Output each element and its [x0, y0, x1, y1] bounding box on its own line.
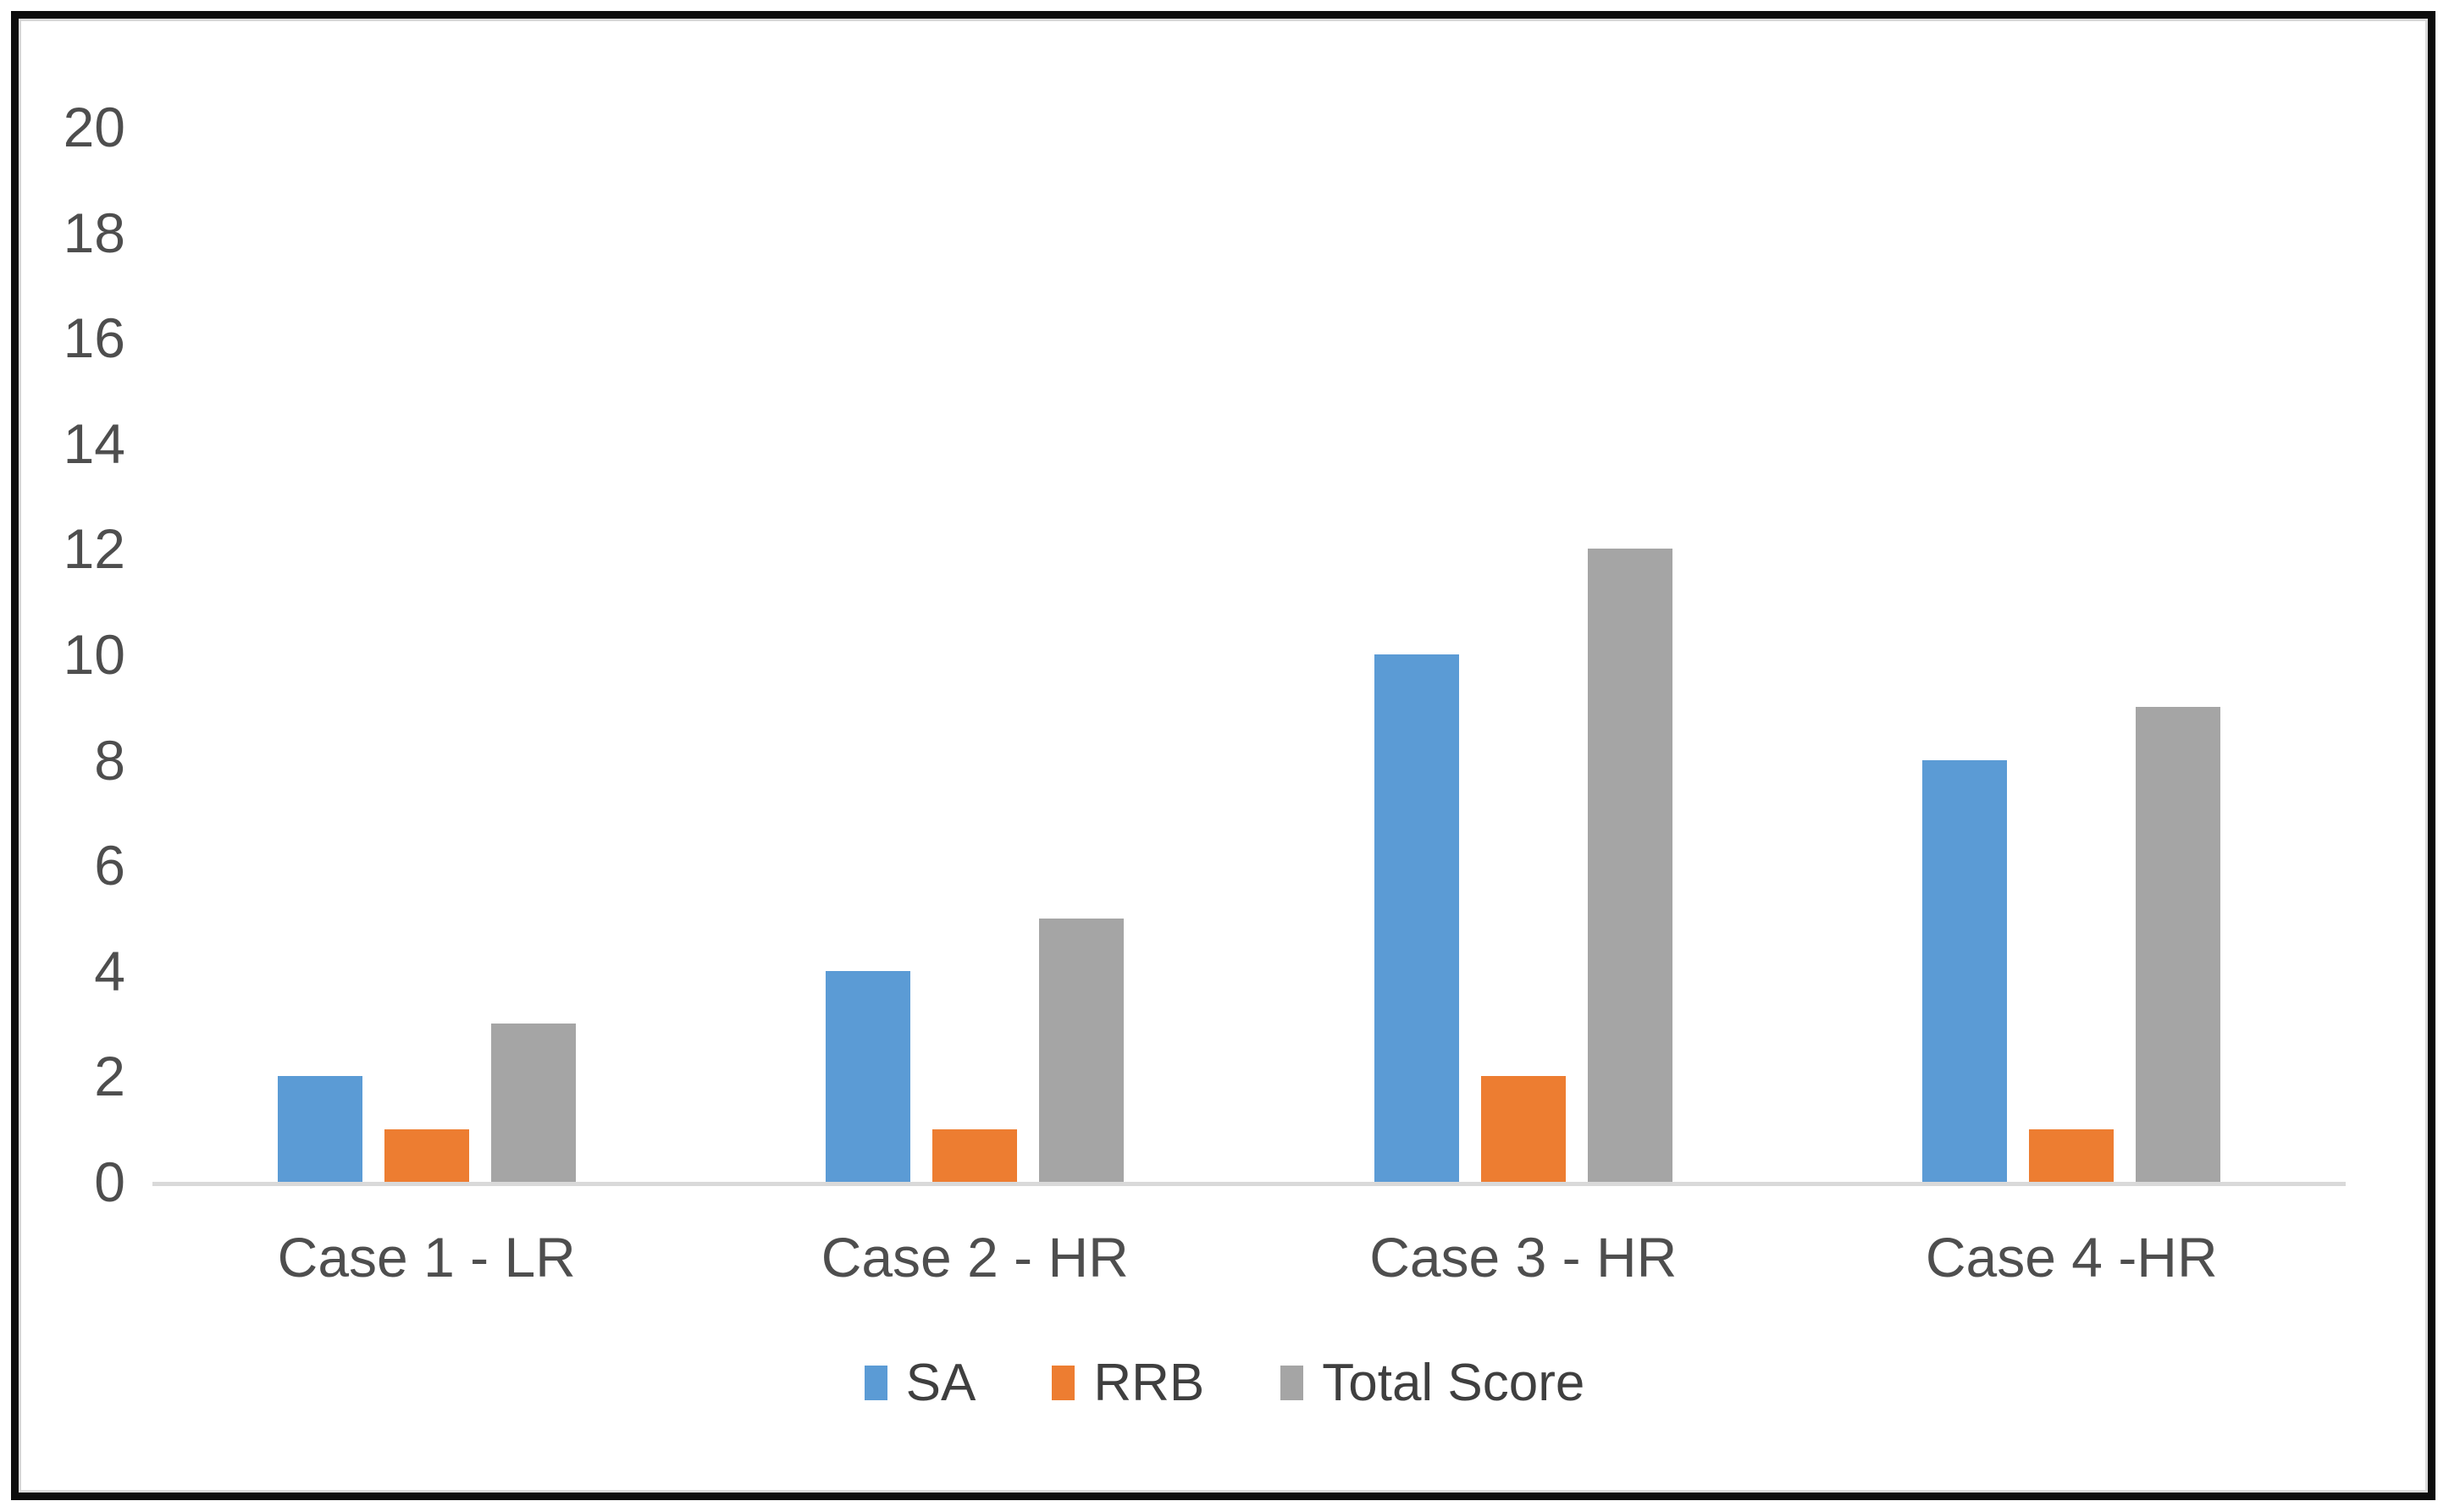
y-axis-tick-label-2: 2 — [94, 1045, 125, 1108]
x-axis-line — [152, 1182, 2346, 1186]
y-axis-tick-label-12: 12 — [63, 517, 125, 581]
legend-item-total-score: Total Score — [1280, 1353, 1584, 1413]
bar-rrb-case-2-hr — [932, 1128, 1018, 1182]
y-axis-tick-label-14: 14 — [63, 411, 125, 475]
bar-sa-case-3-hr — [1374, 654, 1459, 1182]
y-axis-tick-label-0: 0 — [94, 1151, 125, 1213]
legend-swatch-sa — [864, 1366, 887, 1400]
x-category-label-case-4-hr: Case 4 -HR — [1925, 1226, 2218, 1289]
bar-total-score-case-2-hr — [1039, 918, 1125, 1182]
legend-item-rrb: RRB — [1052, 1353, 1204, 1413]
bar-sa-case-4-hr — [1922, 759, 2008, 1182]
legend-swatch-total-score — [1280, 1366, 1304, 1400]
chart-frame-border — [11, 11, 2435, 1500]
bar-rrb-case-1-lr — [384, 1128, 469, 1182]
bar-total-score-case-3-hr — [1587, 549, 1672, 1182]
x-category-label-case-3-hr: Case 3 - HR — [1369, 1226, 1678, 1289]
bar-total-score-case-4-hr — [2136, 707, 2221, 1182]
y-axis-tick-label-16: 16 — [63, 306, 125, 370]
bar-rrb-case-4-hr — [2029, 1128, 2115, 1182]
bar-sa-case-2-hr — [826, 970, 911, 1182]
legend-label-rrb: RRB — [1093, 1354, 1205, 1412]
x-category-label-case-2-hr: Case 2 - HR — [821, 1226, 1129, 1289]
y-axis-tick-label-4: 4 — [94, 939, 125, 1002]
y-axis-tick-label-10: 10 — [63, 623, 125, 686]
y-axis-tick-label-18: 18 — [63, 201, 125, 264]
bar-sa-case-1-lr — [277, 1076, 362, 1182]
legend: SA RRB Total Score — [0, 1353, 2449, 1413]
bar-total-score-case-1-lr — [490, 1024, 576, 1182]
y-axis-tick-label-6: 6 — [94, 834, 125, 897]
legend-label-total-score: Total Score — [1322, 1354, 1585, 1412]
y-axis-tick-label-20: 20 — [63, 96, 125, 158]
y-axis-tick-label-8: 8 — [94, 728, 125, 792]
x-category-label-case-1-lr: Case 1 - LR — [277, 1226, 576, 1289]
legend-swatch-rrb — [1052, 1366, 1075, 1400]
legend-label-sa: SA — [905, 1354, 976, 1412]
legend-item-sa: SA — [864, 1353, 976, 1413]
bar-rrb-case-3-hr — [1480, 1076, 1566, 1182]
